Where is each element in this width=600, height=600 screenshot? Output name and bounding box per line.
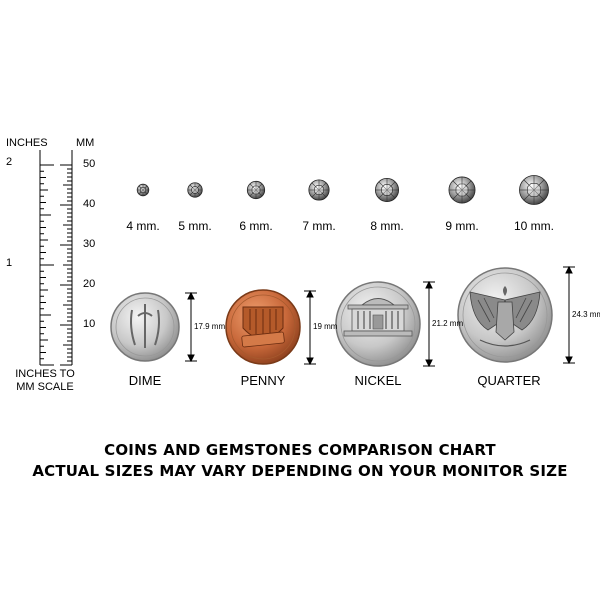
quarter-coin: [457, 267, 553, 363]
gem-label: 9 mm.: [445, 219, 479, 233]
mm-tick-label-20: 20: [83, 278, 96, 290]
penny-size-label: 19 mm: [313, 322, 338, 331]
quarter-size-label: 24.3 mm: [572, 310, 600, 319]
inches-header: INCHES: [6, 137, 48, 149]
mm-tick-label-30: 30: [83, 238, 96, 250]
dime-coin: [110, 292, 180, 362]
chart-title: COINS AND GEMSTONES COMPARISON CHART: [104, 441, 496, 459]
gem-label: 7 mm.: [302, 219, 336, 233]
nickel-coin: [335, 281, 421, 367]
gem-label: 10 mm.: [513, 219, 554, 233]
dime-size-bracket: [185, 291, 197, 363]
inch-tick-label-2: 2: [6, 156, 13, 168]
penny-label: PENNY: [240, 373, 286, 388]
nickel-label: NICKEL: [354, 373, 402, 388]
gemstone: [187, 182, 203, 198]
gemstone: [448, 176, 476, 204]
scale-caption: INCHES TO MM SCALE: [15, 368, 75, 393]
quarter-size-bracket: [563, 265, 575, 365]
mm-header: MM: [76, 137, 95, 149]
penny-size-bracket: [304, 289, 316, 366]
inch-tick-label-1: 1: [6, 257, 13, 269]
nickel-size-bracket: [423, 280, 435, 368]
chart-subtitle: ACTUAL SIZES MAY VARY DEPENDING ON YOUR …: [32, 462, 568, 480]
mm-tick-label-10: 10: [83, 318, 96, 330]
nickel-size-label: 21.2 mm: [432, 319, 464, 328]
quarter-label: QUARTER: [477, 373, 541, 388]
gemstone: [246, 180, 266, 200]
gem-label: 8 mm.: [370, 219, 404, 233]
gemstone: [519, 175, 549, 205]
mm-tick-label-50: 50: [83, 158, 96, 170]
dime-label: DIME: [128, 373, 162, 388]
gemstone: [136, 183, 150, 197]
mm-tick-label-40: 40: [83, 198, 96, 210]
dime-size-label: 17.9 mm: [194, 322, 226, 331]
gemstone: [308, 179, 330, 201]
gem-label: 6 mm.: [239, 219, 273, 233]
gem-label: 5 mm.: [178, 219, 212, 233]
gemstone: [374, 177, 399, 202]
gem-label: 4 mm.: [126, 219, 160, 233]
penny-coin: [225, 289, 301, 365]
